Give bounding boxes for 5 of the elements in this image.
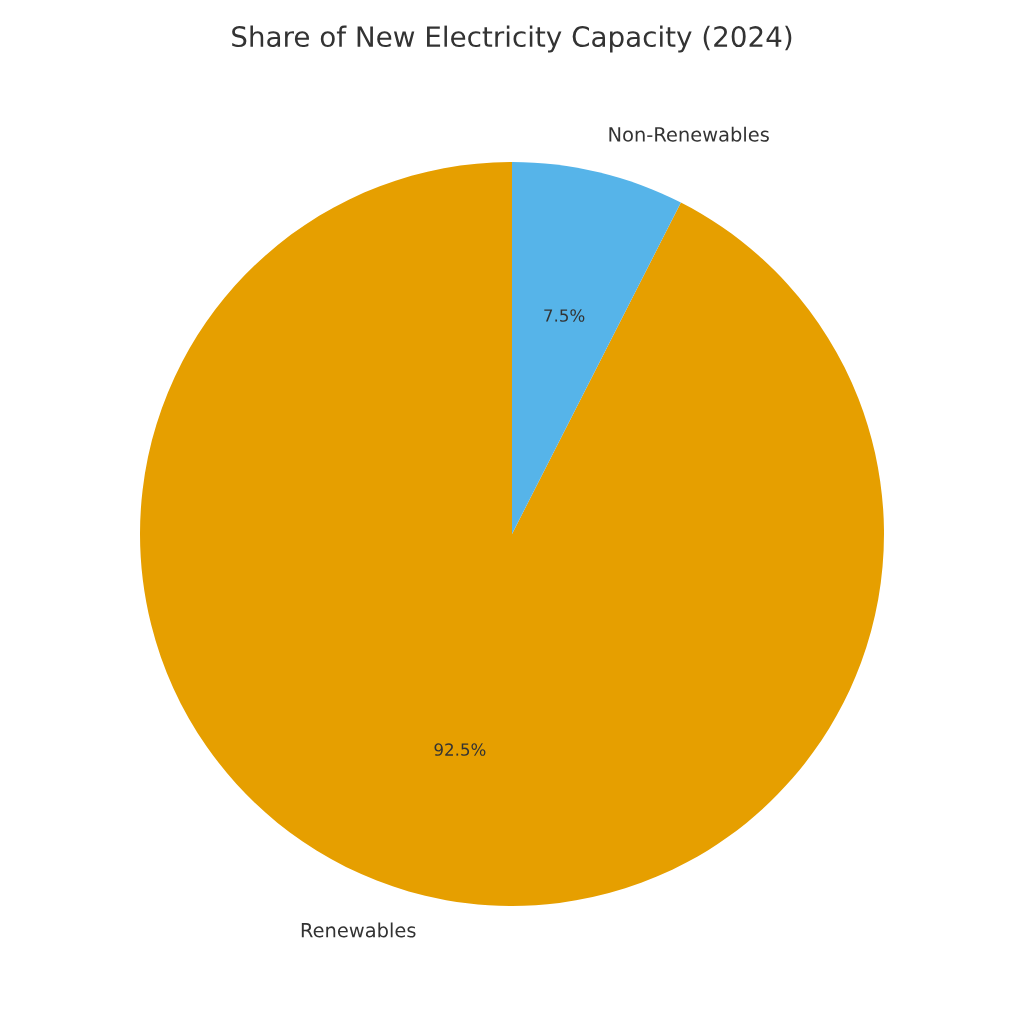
slice-label: Renewables [301, 922, 416, 938]
slice-label: Non-Renewables [609, 126, 769, 142]
data-label: 92.5% [434, 743, 486, 756]
chart-title: Share of New Electricity Capacity (2024) [232, 25, 792, 53]
data-label: 7.5% [544, 309, 585, 322]
